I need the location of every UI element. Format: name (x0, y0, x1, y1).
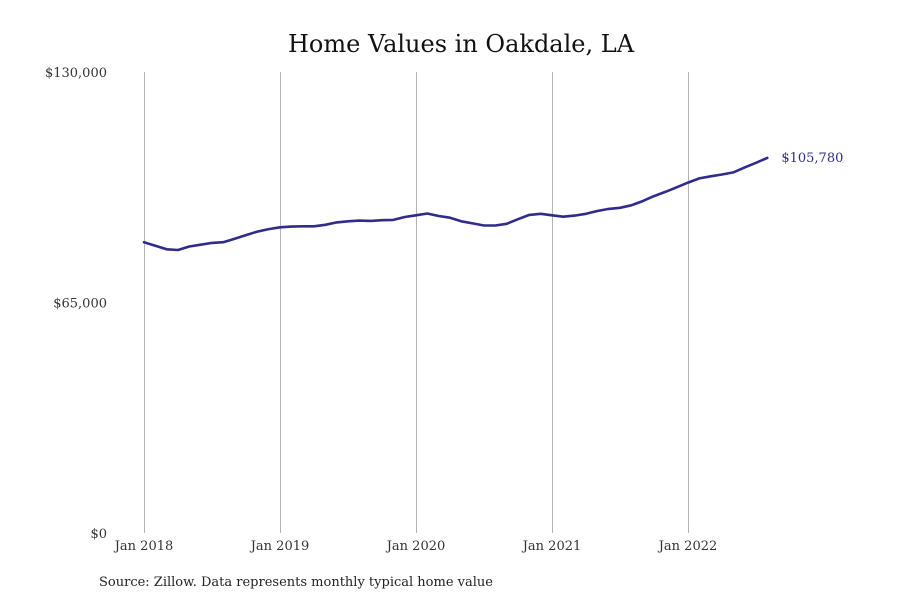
x-tick-label: Jan 2019 (249, 539, 310, 554)
series-line-0 (142, 156, 769, 252)
y-axis: $0 $65,000 $130,000 (45, 66, 107, 542)
chart-title: Home Values in Oakdale, LA (288, 30, 635, 58)
series-layer: $105,780 (142, 151, 843, 252)
y-tick-label: $0 (90, 527, 107, 542)
y-tick-label: $130,000 (45, 66, 107, 81)
x-tick-label: Jan 2021 (521, 539, 582, 554)
gridlines (144, 72, 689, 533)
x-tick-label: Jan 2020 (385, 539, 446, 554)
end-value-label: $105,780 (781, 151, 843, 166)
source-note: Source: Zillow. Data represents monthly … (99, 575, 493, 590)
x-tick-label: Jan 2022 (657, 539, 718, 554)
x-tick-label: Jan 2018 (113, 539, 174, 554)
x-axis: Jan 2018 Jan 2019 Jan 2020 Jan 2021 Jan 2022 (113, 539, 718, 554)
y-tick-label: $65,000 (53, 297, 107, 312)
